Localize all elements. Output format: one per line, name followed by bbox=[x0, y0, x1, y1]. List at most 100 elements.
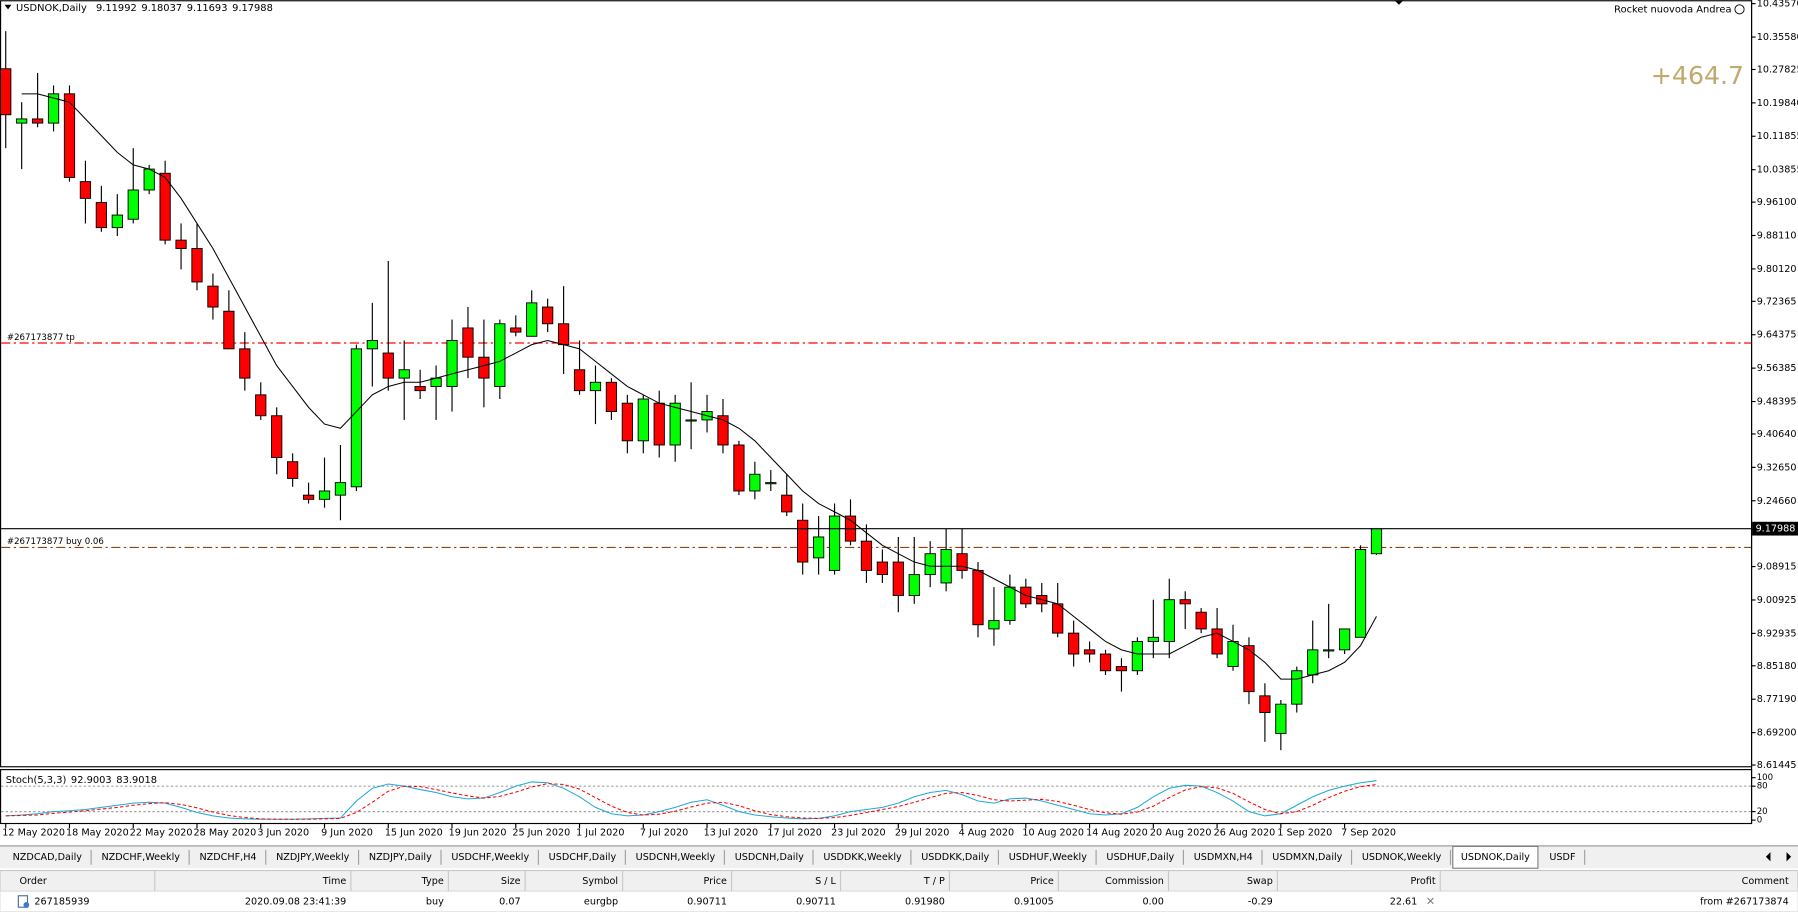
candle-body bbox=[1179, 599, 1191, 605]
cell: 0.90711 bbox=[687, 896, 727, 907]
candle-body bbox=[255, 394, 267, 417]
candle-body bbox=[733, 444, 745, 492]
column-header: Profit bbox=[1411, 876, 1436, 887]
x-tick-label: 10 Aug 2020 bbox=[1022, 828, 1084, 839]
x-tick-label: 19 Jun 2020 bbox=[449, 828, 507, 839]
column-header: S / L bbox=[815, 876, 836, 887]
candle-body bbox=[1068, 632, 1080, 655]
tab[interactable]: USDMXN,Daily bbox=[1272, 852, 1342, 863]
tab[interactable]: USDHUF,Daily bbox=[1106, 852, 1174, 863]
y-tick-label: 10.43570 bbox=[1757, 0, 1798, 10]
candle-body bbox=[382, 352, 394, 379]
tab[interactable]: USDNOK,Daily bbox=[1461, 852, 1530, 863]
trade-line-label: #267173877 buy 0.06 bbox=[7, 537, 104, 547]
menu-arrow[interactable] bbox=[4, 4, 12, 10]
candle-body bbox=[1227, 641, 1239, 668]
candle-body bbox=[414, 386, 426, 392]
x-tick-label: 4 Aug 2020 bbox=[959, 828, 1015, 839]
tab[interactable]: USDNOK,Weekly bbox=[1362, 852, 1442, 863]
y-tick-label: 10.27825 bbox=[1757, 64, 1798, 75]
tab[interactable]: USDMXN,H4 bbox=[1194, 852, 1253, 863]
tab[interactable]: USDDKK,Weekly bbox=[823, 852, 902, 863]
x-tick-label: 14 Aug 2020 bbox=[1086, 828, 1148, 839]
candle-body bbox=[781, 494, 793, 513]
tab[interactable]: USDCNH,Daily bbox=[735, 852, 804, 863]
tab[interactable]: NZDCHF,H4 bbox=[199, 852, 256, 863]
candle-body bbox=[1099, 653, 1112, 672]
y-tick-label: 9.56385 bbox=[1757, 363, 1797, 374]
cell: 0.90711 bbox=[796, 896, 836, 907]
cell: 22.61 bbox=[1390, 896, 1418, 907]
candle-body bbox=[1243, 645, 1255, 693]
y-tick-label: 100 bbox=[1757, 773, 1773, 783]
close-order-icon[interactable] bbox=[1427, 897, 1434, 905]
candle-body bbox=[1275, 703, 1287, 734]
candle-body bbox=[542, 306, 554, 325]
candle-body bbox=[797, 519, 809, 563]
candle-body bbox=[127, 189, 139, 220]
candle-body bbox=[79, 181, 92, 199]
candle-body bbox=[1163, 599, 1175, 642]
cell: 0.91005 bbox=[1014, 896, 1054, 907]
cell: eurgbp bbox=[584, 896, 618, 907]
candle-body bbox=[350, 348, 363, 488]
tab[interactable]: USDCHF,Daily bbox=[549, 852, 617, 863]
tab[interactable]: USDCHF,Weekly bbox=[451, 852, 529, 863]
y-tick-label: 9.32650 bbox=[1757, 462, 1797, 473]
x-tick-label: 1 Jul 2020 bbox=[576, 828, 624, 839]
candle-body bbox=[16, 118, 28, 124]
account-name: Rocket nuovoda Andrea bbox=[1614, 4, 1731, 15]
y-tick-label: 8.77190 bbox=[1757, 694, 1797, 705]
candle-body bbox=[239, 348, 251, 379]
y-tick-label: 10.11855 bbox=[1757, 131, 1798, 142]
candle-body bbox=[1338, 628, 1351, 651]
tab[interactable]: NZDCAD,Daily bbox=[13, 852, 83, 863]
candle-body bbox=[573, 369, 586, 392]
candle-body bbox=[765, 482, 777, 485]
column-header: Order bbox=[19, 876, 46, 887]
active-tab bbox=[1452, 845, 1539, 869]
y-tick-label: 8.85180 bbox=[1757, 661, 1797, 672]
stoch-signal-value: 83.9018 bbox=[116, 775, 157, 786]
column-header: Price bbox=[1030, 876, 1054, 887]
tab[interactable]: NZDJPY,Weekly bbox=[276, 852, 350, 863]
current-price-label: 9.17988 bbox=[1756, 524, 1796, 535]
candle-body bbox=[812, 536, 825, 559]
x-tick-label: 20 Aug 2020 bbox=[1150, 828, 1212, 839]
candle-body bbox=[1147, 636, 1159, 642]
y-tick-label: 8.92935 bbox=[1757, 628, 1797, 639]
candle-body bbox=[366, 340, 378, 350]
trade-line-label: #267173877 tp bbox=[7, 333, 75, 343]
candle-body bbox=[287, 461, 299, 479]
candle-body bbox=[669, 402, 681, 446]
profit-label: +464.7 bbox=[1651, 61, 1744, 90]
x-tick-label: 28 May 2020 bbox=[194, 828, 257, 839]
cell: 0.07 bbox=[499, 896, 520, 907]
chart-header: USDNOK,Daily 9.11992 9.18037 9.11693 9.17988 bbox=[16, 3, 273, 14]
y-tick-label: 9.80120 bbox=[1757, 264, 1797, 275]
tab[interactable]: NZDJPY,Daily bbox=[369, 852, 432, 863]
candle-body bbox=[892, 561, 904, 596]
stoch-line bbox=[5, 783, 1377, 820]
candle-body bbox=[621, 402, 633, 442]
candle-body bbox=[860, 540, 873, 571]
candle-body bbox=[63, 93, 76, 178]
candle-body bbox=[1131, 641, 1144, 672]
tab[interactable]: NZDCHF,Weekly bbox=[101, 852, 180, 863]
stoch-line bbox=[5, 780, 1377, 820]
cell: from #267173874 bbox=[1700, 896, 1789, 907]
x-tick-label: 29 Jul 2020 bbox=[895, 828, 949, 839]
cell: -0.29 bbox=[1248, 896, 1273, 907]
candle-body bbox=[31, 118, 44, 124]
tab[interactable]: USDDKK,Daily bbox=[921, 852, 989, 863]
order-icon bbox=[17, 895, 29, 908]
tab[interactable]: USDHUF,Weekly bbox=[1009, 852, 1087, 863]
tab[interactable]: USDF bbox=[1549, 852, 1575, 863]
tab[interactable]: USDCNH,Weekly bbox=[636, 852, 716, 863]
candle-body bbox=[685, 419, 697, 422]
candle-body bbox=[924, 553, 936, 576]
candle-body bbox=[398, 369, 410, 379]
stoch-header: Stoch(5,3,3) 92.9003 83.9018 bbox=[6, 775, 157, 786]
candle-body bbox=[1004, 586, 1016, 622]
x-tick-label: 23 Jul 2020 bbox=[831, 828, 885, 839]
